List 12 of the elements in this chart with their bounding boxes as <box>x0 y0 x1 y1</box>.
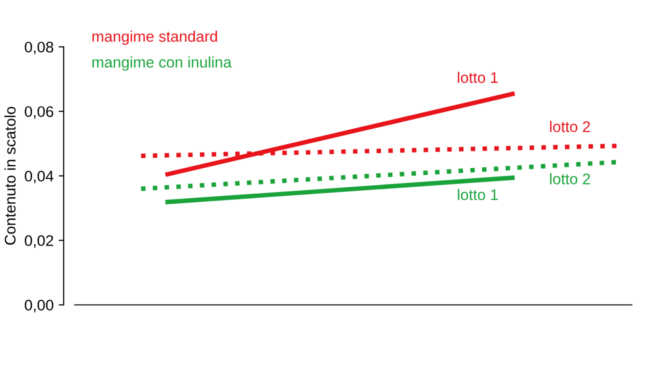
text: mangime standard <box>92 30 218 45</box>
y-tick-label: 0,08 <box>24 42 54 54</box>
series-label: lotto 2 <box>550 120 590 132</box>
y-tick-label: 0,04 <box>24 170 54 184</box>
series-label: lotto 1 <box>458 72 498 83</box>
annotation: mangime con inulina <box>92 56 232 71</box>
series-label: lotto 1 <box>458 188 498 200</box>
y-tick-label: 0,06 <box>24 106 54 119</box>
y-tick-label: 0,00 <box>24 300 54 312</box>
y-axis-title: Contenuto in scatolo <box>4 106 16 245</box>
y-tick-label: 0,02 <box>24 235 54 248</box>
series-label: lotto 2 <box>550 173 590 184</box>
